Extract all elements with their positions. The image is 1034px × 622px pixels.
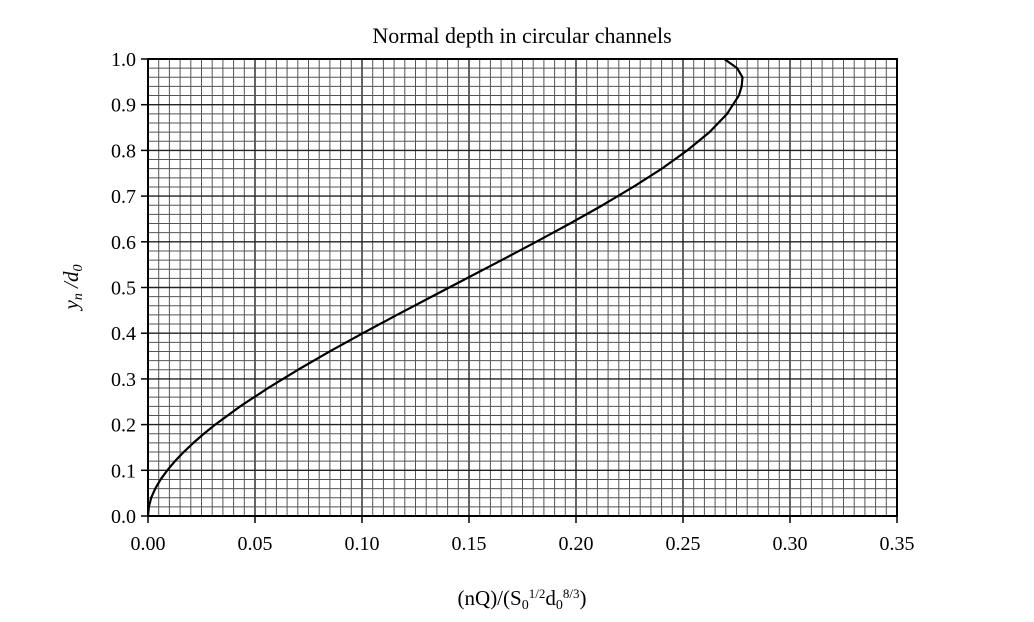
axis-ticks: 0.00 0.05 0.10 0.15 0.20 0.25 0.30 0.35 0.0 0.1 0.… [111, 49, 915, 555]
x-tick-label: 0.10 [345, 533, 380, 555]
grid [148, 59, 897, 516]
chart-title: Normal depth in circular channels [372, 23, 671, 48]
x-tick-label: 0.30 [773, 533, 808, 555]
y-axis-label: yn /d0 [59, 265, 86, 312]
x-tick-label: 0.25 [666, 533, 701, 555]
y-tick-label: 0.3 [111, 369, 136, 391]
x-tick-label: 0.00 [131, 533, 166, 555]
y-tick-label: 0.4 [111, 323, 136, 345]
y-tick-label: 0.7 [111, 186, 136, 208]
y-tick-label: 1.0 [111, 49, 136, 71]
x-tick-label: 0.15 [452, 533, 487, 555]
y-tick-label: 0.9 [111, 95, 136, 117]
x-tick-label: 0.35 [880, 533, 915, 555]
y-tick-label: 0.8 [111, 140, 136, 162]
y-tick-label: 0.1 [111, 460, 136, 482]
y-tick-label: 0.2 [111, 415, 136, 437]
x-tick-label: 0.05 [238, 533, 273, 555]
y-tick-label: 0.5 [111, 278, 136, 300]
series-line [146, 58, 744, 517]
y-tick-label: 0.6 [111, 232, 136, 254]
x-axis-label: (nQ)/(S01/2d08/3) [458, 586, 587, 613]
y-tick-label: 0.0 [111, 506, 136, 528]
series-layer [146, 58, 744, 517]
x-tick-label: 0.20 [559, 533, 594, 555]
